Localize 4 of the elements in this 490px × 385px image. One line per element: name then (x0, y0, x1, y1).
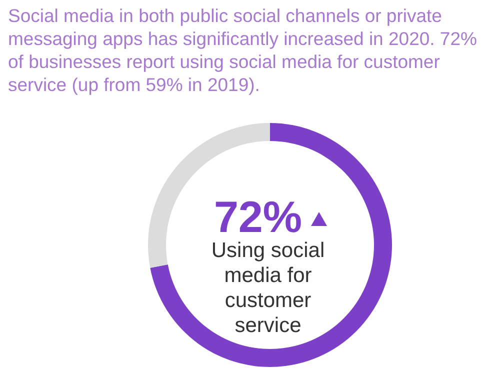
text: 72% (214, 193, 302, 242)
text: Using social media for customer service (211, 239, 325, 337)
donut-slice (150, 123, 392, 367)
chart-title: Social media in both public social channels or private messaging apps has significantly increased in 2020. 72% of businesses report using social media for customer service (up from 59% in 2019). (8, 5, 477, 95)
